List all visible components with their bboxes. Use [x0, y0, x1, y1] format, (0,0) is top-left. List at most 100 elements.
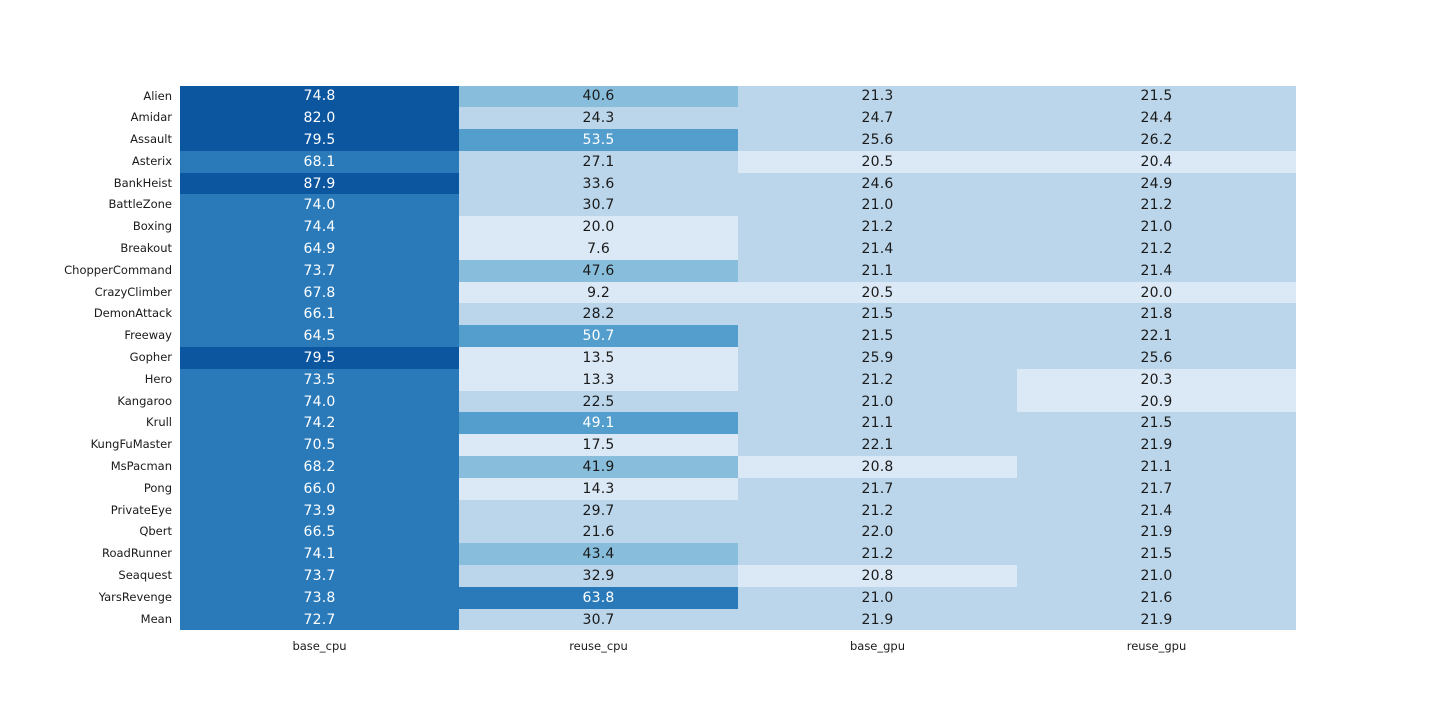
heatmap-row: 64.9 7.6 21.4 21.2: [180, 238, 1296, 260]
heatmap-cell: 20.5: [738, 150, 1017, 173]
heatmap-cell: 29.7: [459, 499, 738, 522]
heatmap-cell: 28.2: [459, 303, 738, 326]
heatmap-cell: 24.4: [1017, 107, 1296, 130]
row-label: Mean: [140, 611, 172, 626]
heatmap-cell: 22.0: [738, 521, 1017, 544]
heatmap-cell: 66.1: [180, 303, 459, 326]
row-label: RoadRunner: [102, 546, 172, 561]
heatmap-cell: 33.6: [459, 172, 738, 195]
heatmap-cell: 67.8: [180, 281, 459, 304]
column-header-reuse_gpu: reuse_gpu: [1126, 639, 1187, 653]
heatmap-cell: 20.0: [1017, 281, 1296, 304]
row-label: Amidar: [130, 110, 172, 125]
heatmap-cell: 72.7: [180, 608, 459, 631]
heatmap-cell: 25.9: [738, 347, 1017, 369]
heatmap-row: 68.2 41.9 20.8 21.1: [180, 456, 1296, 478]
heatmap-cell: 64.9: [180, 238, 459, 260]
heatmap-cell: 30.7: [459, 194, 738, 217]
heatmap-cell: 21.2: [738, 216, 1017, 239]
heatmap-cell: 20.0: [459, 216, 738, 239]
heatmap-cell: 73.7: [180, 259, 459, 282]
heatmap-cell: 14.3: [459, 477, 738, 500]
heatmap-row: 66.0 14.3 21.7 21.7: [180, 477, 1296, 500]
heatmap-cell: 21.6: [1017, 586, 1296, 609]
heatmap-cell: 21.5: [1017, 85, 1296, 108]
heatmap-cell: 21.0: [738, 194, 1017, 217]
heatmap-cell: 24.9: [1017, 172, 1296, 195]
row-label: Qbert: [139, 524, 172, 539]
row-label: Asterix: [131, 153, 172, 168]
heatmap-cell: 20.4: [1017, 150, 1296, 173]
heatmap-cell: 24.6: [738, 172, 1017, 195]
row-label: KungFuMaster: [90, 437, 172, 452]
heatmap-row: 66.1 28.2 21.5 21.8: [180, 303, 1296, 326]
heatmap-cell: 27.1: [459, 150, 738, 173]
heatmap-cell: 25.6: [738, 129, 1017, 151]
heatmap-row: 74.4 20.0 21.2 21.0: [180, 216, 1296, 239]
heatmap-cell: 21.1: [738, 259, 1017, 282]
heatmap-cell: 66.5: [180, 521, 459, 544]
heatmap-cell: 21.1: [1017, 456, 1296, 478]
row-label: YarsRevenge: [98, 589, 172, 604]
row-labels: Alien Amidar Assault Asterix BankHeist Battle…: [0, 86, 172, 631]
heatmap-row: 87.9 33.6 24.6 24.9: [180, 172, 1296, 195]
row-label: MsPacman: [110, 459, 172, 474]
heatmap-cell: 79.5: [180, 347, 459, 369]
heatmap-row: 79.5 13.5 25.9 25.6: [180, 347, 1296, 369]
heatmap-cell: 50.7: [459, 325, 738, 348]
heatmap-row: 73.5 13.3 21.2 20.3: [180, 368, 1296, 391]
heatmap-row: 82.0 24.3 24.7 24.4: [180, 107, 1296, 130]
row-label: Breakout: [120, 241, 172, 256]
heatmap-cell: 21.6: [459, 521, 738, 544]
row-label: CrazyClimber: [94, 284, 172, 299]
heatmap-cell: 22.1: [1017, 325, 1296, 348]
heatmap-row: 74.0 22.5 21.0 20.9: [180, 390, 1296, 413]
row-label: Boxing: [132, 219, 172, 234]
heatmap-cell: 20.5: [738, 281, 1017, 304]
row-label: Krull: [146, 415, 172, 430]
heatmap-cell: 73.5: [180, 368, 459, 391]
heatmap-cell: 79.5: [180, 129, 459, 151]
heatmap-cell: 21.2: [1017, 194, 1296, 217]
heatmap-row: 73.9 29.7 21.2 21.4: [180, 499, 1296, 522]
row-label: Kangaroo: [117, 393, 172, 408]
heatmap-cell: 74.8: [180, 85, 459, 108]
heatmap-cell: 63.8: [459, 586, 738, 609]
heatmap-cell: 20.8: [738, 565, 1017, 587]
heatmap-cell: 21.9: [1017, 434, 1296, 457]
heatmap-cell: 21.5: [738, 303, 1017, 326]
heatmap-cell: 7.6: [459, 238, 738, 260]
heatmap-cell: 40.6: [459, 85, 738, 108]
heatmap-cell: 22.1: [738, 434, 1017, 457]
heatmap-cell: 21.5: [738, 325, 1017, 348]
heatmap-cell: 21.9: [738, 608, 1017, 631]
heatmap-cell: 53.5: [459, 129, 738, 151]
heatmap-row: 66.5 21.6 22.0 21.9: [180, 521, 1296, 544]
heatmap-row: 74.8 40.6 21.3 21.5: [180, 85, 1296, 108]
heatmap-row: 73.7 32.9 20.8 21.0: [180, 565, 1296, 587]
heatmap-cell: 26.2: [1017, 129, 1296, 151]
heatmap-cell: 21.7: [1017, 477, 1296, 500]
heatmap-cell: 21.0: [738, 390, 1017, 413]
heatmap-cell: 64.5: [180, 325, 459, 348]
heatmap-cell: 21.2: [738, 499, 1017, 522]
row-label: Hero: [144, 371, 172, 386]
heatmap-cell: 70.5: [180, 434, 459, 457]
column-header-reuse_cpu: reuse_cpu: [569, 639, 628, 653]
row-label: Assault: [130, 132, 172, 147]
row-label: PrivateEye: [110, 502, 172, 517]
heatmap-cell: 21.1: [738, 412, 1017, 435]
heatmap-cell: 74.0: [180, 194, 459, 217]
heatmap-cell: 21.5: [1017, 412, 1296, 435]
heatmap-cell: 21.9: [1017, 521, 1296, 544]
heatmap-cell: 68.1: [180, 150, 459, 173]
heatmap-cell: 74.2: [180, 412, 459, 435]
row-label: Gopher: [129, 350, 172, 365]
row-label: Seaquest: [118, 568, 172, 583]
heatmap-cell: 32.9: [459, 565, 738, 587]
column-header-base_gpu: base_gpu: [849, 639, 906, 653]
heatmap-cell: 47.6: [459, 259, 738, 282]
heatmap-cell: 9.2: [459, 281, 738, 304]
heatmap-row: 64.5 50.7 21.5 22.1: [180, 325, 1296, 348]
